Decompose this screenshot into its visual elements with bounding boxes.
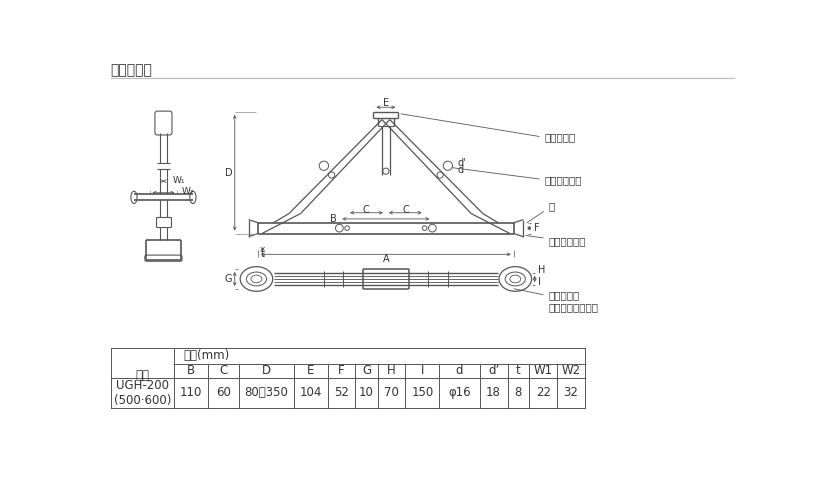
Text: 18: 18	[486, 386, 501, 399]
Text: W₂: W₂	[181, 187, 194, 196]
Text: F: F	[534, 223, 540, 233]
Text: アーム取っ手: アーム取っ手	[452, 168, 583, 185]
Text: I: I	[538, 277, 541, 287]
Text: B: B	[187, 364, 195, 377]
Text: A: A	[382, 254, 389, 264]
Text: 仕様寸法図: 仕様寸法図	[110, 63, 152, 77]
Text: H: H	[538, 265, 545, 275]
Text: E: E	[383, 98, 389, 109]
Text: C: C	[220, 364, 228, 377]
Text: B: B	[330, 214, 336, 224]
Text: E: E	[307, 364, 315, 377]
Text: 80～350: 80～350	[245, 386, 288, 399]
Text: t: t	[260, 248, 265, 258]
Text: 22: 22	[536, 386, 550, 399]
Text: 52: 52	[334, 386, 349, 399]
Text: 110: 110	[180, 386, 203, 399]
Text: UGH-200
(500·600): UGH-200 (500·600)	[114, 379, 171, 407]
Text: G: G	[225, 274, 232, 284]
Text: 150: 150	[411, 386, 433, 399]
Text: アーム取っ手: アーム取っ手	[526, 236, 586, 247]
Text: W1: W1	[534, 364, 553, 377]
Text: C: C	[363, 205, 369, 215]
Text: 70: 70	[384, 386, 399, 399]
Text: W₁: W₁	[173, 176, 185, 185]
Text: d': d'	[457, 158, 466, 168]
Text: t: t	[516, 364, 521, 377]
Text: G: G	[362, 364, 371, 377]
Text: d: d	[457, 165, 463, 176]
Text: 32: 32	[564, 386, 578, 399]
Text: D: D	[262, 364, 271, 377]
Text: d’: d’	[488, 364, 499, 377]
Text: アームピン
（間口調整ピン）: アームピン （間口調整ピン）	[514, 289, 598, 312]
Text: H: H	[387, 364, 396, 377]
Text: 型式: 型式	[135, 370, 149, 382]
Text: I: I	[420, 364, 424, 377]
Text: D: D	[225, 168, 232, 178]
Text: φ16: φ16	[448, 386, 471, 399]
Text: C: C	[403, 205, 410, 215]
Text: 8: 8	[515, 386, 522, 399]
Text: W2: W2	[561, 364, 581, 377]
Text: 爪: 爪	[527, 201, 555, 223]
Text: 10: 10	[359, 386, 374, 399]
Text: 60: 60	[217, 386, 232, 399]
Text: 寸法(mm): 寸法(mm)	[184, 350, 230, 363]
Text: 104: 104	[299, 386, 322, 399]
Text: F: F	[338, 364, 344, 377]
Text: 中央取っ手: 中央取っ手	[401, 114, 576, 142]
Text: d: d	[456, 364, 463, 377]
